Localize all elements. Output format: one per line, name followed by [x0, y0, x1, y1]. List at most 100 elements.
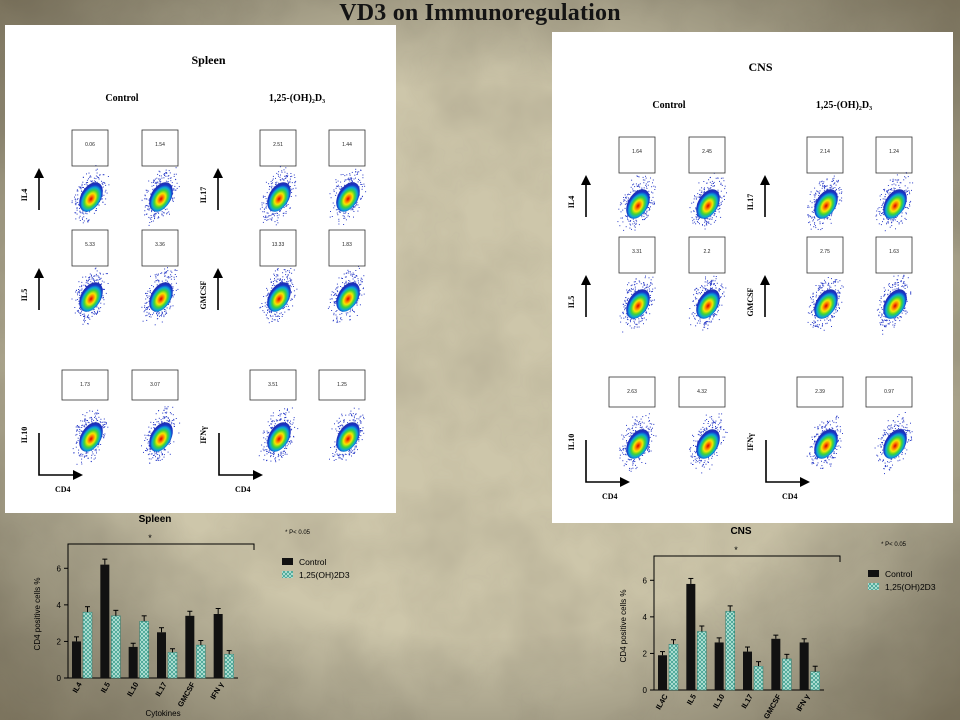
x-tick-label: IFN γ: [794, 692, 811, 713]
legend-label: Control: [299, 557, 327, 567]
gate-box: [249, 369, 297, 401]
gate-value: 2.51: [273, 142, 283, 148]
x-tick-label: IL17: [739, 693, 754, 711]
density-plot: [141, 406, 181, 464]
gate-value: 2.75: [820, 249, 830, 255]
density-plot: [689, 172, 727, 230]
gate-value: 2.14: [820, 149, 830, 155]
gate-value: 1.63: [889, 249, 899, 255]
density-plot: [619, 413, 657, 472]
gate-value: 2.45: [702, 149, 712, 155]
gate-box: [618, 136, 656, 174]
x-tick-label: IL10: [711, 693, 726, 711]
density-plot: [617, 175, 656, 231]
cns-bar-chart: CNS 0 2 4 6 CD4 positive cells % IL4C IL5 IL10 IL…: [619, 526, 936, 720]
bar-control: [128, 646, 138, 678]
bar-vd3: [224, 653, 234, 679]
bar-control: [213, 614, 223, 678]
gate-value: 1.83: [342, 242, 352, 248]
arrow-head: [213, 168, 223, 178]
row-label-right: IL17: [746, 194, 755, 210]
arrow-head: [760, 175, 770, 185]
gate-box: [259, 229, 297, 267]
density-plot: [72, 409, 109, 465]
bar-control: [799, 642, 809, 690]
density-plot: [329, 168, 367, 225]
chart-title: CNS: [730, 526, 751, 537]
significance-bracket: [67, 543, 255, 550]
gate-value: 3.36: [155, 242, 165, 248]
gate-box: [608, 376, 656, 408]
y-axis-label: CD4 positive cells %: [33, 578, 42, 651]
x-tick-label: IL4: [71, 680, 85, 695]
x-tick-label: IL4C: [654, 692, 670, 711]
cd4-axis-right: [218, 433, 259, 476]
density-plot: [688, 275, 727, 331]
gate-box: [259, 129, 297, 167]
density-plot: [689, 413, 728, 474]
x-tick-label: IL5: [99, 681, 112, 695]
density-plot: [71, 165, 110, 224]
bar-control: [185, 615, 195, 678]
flow-panel-title: Spleen: [191, 53, 225, 67]
gate-value: 1.54: [155, 142, 165, 148]
gate-value: 4.32: [697, 389, 707, 395]
bar-vd3: [810, 671, 820, 691]
gate-value: 1.44: [342, 142, 352, 148]
legend-swatch-vd3: [282, 571, 293, 578]
x-tick-label: IL5: [685, 693, 698, 707]
density-plot: [259, 166, 297, 226]
gate-box: [796, 376, 844, 408]
gate-value: 1.24: [889, 149, 899, 155]
y-tick-label: 4: [643, 613, 648, 622]
slide-title: VD3 on Immunoregulation: [339, 0, 621, 26]
density-plot: [807, 175, 843, 231]
column-label-control: Control: [105, 93, 138, 104]
bar-vd3: [782, 658, 792, 691]
column-label-vd3: 1,25-(OH)₂D₃: [269, 93, 325, 104]
bar-control: [658, 655, 667, 690]
gate-box: [328, 129, 366, 167]
density-plot: [876, 274, 912, 335]
gate-box: [61, 369, 109, 401]
legend-swatch-control: [868, 570, 879, 577]
gate-box: [71, 229, 109, 267]
row-label-right: IL17: [199, 187, 208, 203]
x-tick-label: IFN γ: [208, 680, 225, 701]
bar-control: [743, 651, 752, 690]
significance-marker: *: [148, 533, 152, 543]
spleen-flow-figure: Spleen Control 1,25-(OH)₂D₃ IL4 IL17 0.06 1.54…: [20, 53, 367, 494]
density-plot: [259, 268, 298, 324]
legend-swatch-control: [282, 558, 293, 565]
bar-control: [771, 638, 781, 690]
gate-box: [806, 236, 844, 274]
y-tick-label: 2: [643, 649, 648, 658]
x-axis-label: CD4: [602, 492, 618, 501]
bar-vd3: [196, 644, 206, 679]
density-plot: [875, 172, 914, 232]
y-tick-label: 0: [57, 674, 62, 683]
gate-value: 3.31: [632, 249, 642, 255]
arrow-head: [34, 268, 44, 278]
gate-box: [141, 129, 179, 167]
gate-value: 1.25: [337, 382, 347, 388]
arrow-head: [760, 275, 770, 285]
arrow-head: [34, 168, 44, 178]
bar-vd3: [167, 652, 178, 679]
gate-box: [875, 136, 913, 174]
x-axis-label: Cytokines: [145, 709, 180, 718]
x-tick-label: IL10: [125, 681, 140, 699]
bar-vd3: [753, 665, 764, 691]
p-value-note: * P< 0.05: [881, 542, 907, 548]
legend-label: Control: [885, 569, 913, 579]
cd4-axis-left: [38, 433, 79, 476]
gate-value: 0.97: [884, 389, 894, 395]
bar-vd3: [82, 611, 93, 679]
x-tick-label: GMCSF: [176, 680, 198, 708]
gate-box: [678, 376, 726, 408]
gate-value: 3.51: [268, 382, 278, 388]
row-label-left: IL5: [20, 289, 29, 301]
gate-value: 1.64: [632, 149, 642, 155]
gate-box: [71, 129, 109, 167]
gate-value: 2.63: [627, 389, 637, 395]
